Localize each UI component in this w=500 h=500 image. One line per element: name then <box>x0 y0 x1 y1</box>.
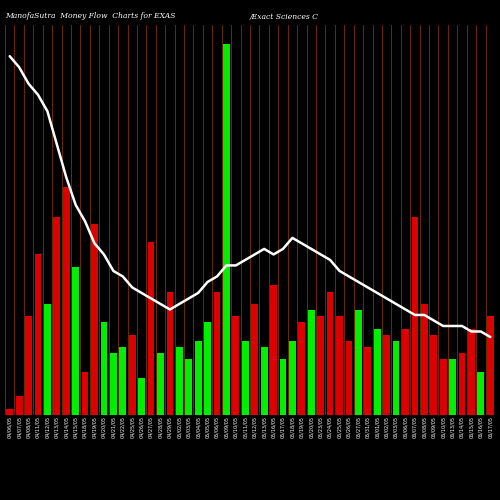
Bar <box>346 341 352 415</box>
Bar <box>308 310 314 415</box>
Bar <box>166 292 173 415</box>
Bar <box>138 378 145 415</box>
Bar <box>34 254 42 415</box>
Bar <box>157 353 164 415</box>
Bar <box>318 316 324 415</box>
Bar <box>252 304 258 415</box>
Bar <box>54 218 60 415</box>
Bar <box>91 224 98 415</box>
Text: /Exact Sciences C: /Exact Sciences C <box>250 12 319 20</box>
Bar <box>129 334 136 415</box>
Bar <box>364 347 371 415</box>
Bar <box>289 341 296 415</box>
Bar <box>421 304 428 415</box>
Bar <box>402 328 409 415</box>
Bar <box>326 292 334 415</box>
Bar <box>478 372 484 415</box>
Bar <box>72 267 79 415</box>
Bar <box>82 372 88 415</box>
Bar <box>412 218 418 415</box>
Bar <box>44 304 51 415</box>
Bar <box>374 328 380 415</box>
Bar <box>223 44 230 415</box>
Bar <box>487 316 494 415</box>
Bar <box>242 341 248 415</box>
Bar <box>440 360 446 415</box>
Bar <box>260 347 268 415</box>
Bar <box>100 322 107 415</box>
Bar <box>214 292 220 415</box>
Bar <box>6 409 13 415</box>
Bar <box>110 353 117 415</box>
Bar <box>336 316 343 415</box>
Bar <box>430 334 437 415</box>
Bar <box>280 360 286 415</box>
Bar <box>186 360 192 415</box>
Bar <box>468 328 475 415</box>
Bar <box>458 353 466 415</box>
Bar <box>355 310 362 415</box>
Bar <box>449 360 456 415</box>
Bar <box>176 347 182 415</box>
Bar <box>204 322 211 415</box>
Text: ManofaSutra  Money Flow  Charts for EXAS: ManofaSutra Money Flow Charts for EXAS <box>5 12 175 20</box>
Bar <box>195 341 202 415</box>
Bar <box>232 316 239 415</box>
Bar <box>392 341 400 415</box>
Bar <box>148 242 154 415</box>
Bar <box>120 347 126 415</box>
Bar <box>63 186 70 415</box>
Bar <box>383 334 390 415</box>
Bar <box>16 396 22 415</box>
Bar <box>270 286 277 415</box>
Bar <box>298 322 305 415</box>
Bar <box>25 316 32 415</box>
